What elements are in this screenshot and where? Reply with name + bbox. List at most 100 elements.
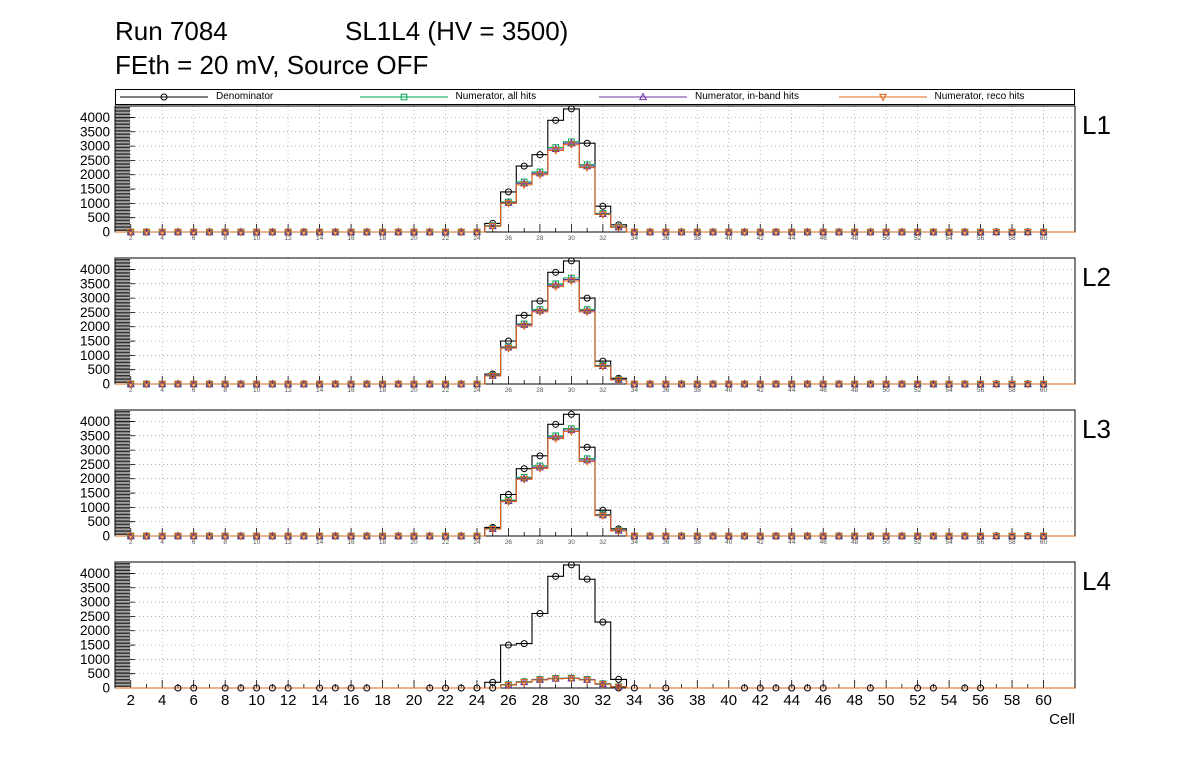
svg-text:36: 36: [662, 387, 670, 394]
data-marker: [457, 532, 466, 541]
data-marker: [426, 684, 434, 692]
data-marker: [472, 228, 482, 237]
svg-text:3000: 3000: [80, 139, 110, 154]
svg-text:4: 4: [158, 692, 166, 709]
data-marker: [535, 308, 544, 317]
data-marker: [504, 342, 513, 351]
svg-text:10: 10: [253, 235, 261, 242]
data-marker: [394, 228, 403, 237]
svg-text:14: 14: [316, 387, 324, 394]
data-marker: [614, 222, 623, 231]
x-axis-label: Cell: [1049, 711, 1075, 728]
data-marker: [237, 684, 245, 692]
data-marker: [552, 116, 560, 124]
data-marker: [551, 147, 560, 155]
svg-text:4000: 4000: [80, 110, 110, 125]
svg-text:38: 38: [689, 692, 706, 709]
data-marker: [552, 420, 560, 428]
data-marker: [583, 164, 592, 173]
data-marker: [284, 228, 293, 237]
svg-text:12: 12: [280, 692, 297, 709]
data-marker: [960, 228, 969, 237]
data-marker: [630, 532, 639, 541]
data-marker: [567, 257, 575, 265]
data-marker: [819, 380, 828, 389]
data-marker: [504, 188, 512, 196]
series-4-line: [115, 144, 1075, 233]
data-marker: [504, 498, 513, 507]
data-marker: [551, 280, 560, 289]
svg-text:56: 56: [977, 539, 985, 546]
data-marker: [677, 380, 686, 389]
svg-text:38: 38: [694, 235, 702, 242]
svg-text:30: 30: [563, 692, 580, 709]
data-marker: [299, 532, 308, 541]
data-marker: [882, 380, 891, 389]
data-marker: [599, 202, 607, 210]
data-marker: [614, 683, 623, 692]
data-marker: [882, 228, 891, 237]
svg-text:2500: 2500: [80, 153, 110, 168]
data-marker: [646, 380, 655, 389]
data-marker: [614, 527, 623, 536]
legend-entry-2: Numerator, all hits: [356, 90, 596, 104]
svg-text:60: 60: [1040, 387, 1048, 394]
data-marker: [504, 198, 513, 206]
data-marker: [535, 171, 544, 180]
legend-label: Numerator, in-band hits: [695, 91, 799, 102]
svg-text:20: 20: [410, 387, 418, 394]
data-marker: [598, 363, 607, 371]
data-marker: [567, 425, 576, 434]
data-marker: [347, 228, 356, 237]
svg-text:26: 26: [505, 539, 513, 546]
series-1-line: [115, 564, 1075, 689]
data-marker: [126, 532, 135, 541]
data-marker: [535, 676, 544, 685]
svg-text:14: 14: [316, 539, 324, 546]
series-4-line: [115, 280, 1075, 385]
data-marker: [425, 228, 434, 237]
data-marker: [362, 532, 371, 541]
svg-text:42: 42: [757, 539, 765, 546]
data-marker: [221, 532, 230, 541]
svg-text:2000: 2000: [80, 167, 110, 182]
svg-text:12: 12: [284, 387, 292, 394]
svg-text:16: 16: [343, 692, 360, 709]
data-marker: [520, 476, 529, 484]
data-marker: [331, 380, 340, 389]
svg-text:54: 54: [941, 692, 958, 709]
data-marker: [441, 380, 450, 389]
data-marker: [1039, 532, 1048, 541]
data-marker: [583, 294, 591, 302]
data-marker: [520, 320, 529, 328]
data-marker: [567, 428, 576, 436]
data-marker: [740, 532, 749, 541]
data-marker: [394, 380, 403, 389]
svg-text:4000: 4000: [80, 262, 110, 277]
data-marker: [520, 465, 528, 473]
data-marker: [158, 228, 167, 237]
svg-text:3500: 3500: [80, 428, 110, 443]
svg-text:18: 18: [379, 539, 387, 546]
data-marker: [583, 443, 591, 451]
data-marker: [897, 228, 906, 237]
svg-text:1000: 1000: [80, 500, 110, 515]
data-marker: [504, 641, 512, 649]
data-marker: [504, 200, 513, 208]
svg-text:3000: 3000: [80, 443, 110, 458]
data-marker: [1039, 380, 1048, 389]
data-marker: [598, 211, 607, 219]
svg-text:18: 18: [379, 387, 387, 394]
data-marker: [488, 223, 497, 231]
svg-text:8: 8: [223, 539, 227, 546]
svg-text:30: 30: [568, 387, 576, 394]
svg-text:6: 6: [192, 235, 196, 242]
data-marker: [756, 228, 765, 237]
svg-text:500: 500: [87, 666, 110, 681]
data-marker: [614, 526, 623, 534]
svg-text:32: 32: [599, 539, 607, 546]
svg-text:24: 24: [469, 692, 486, 709]
data-marker: [173, 532, 182, 541]
svg-text:46: 46: [820, 539, 828, 546]
